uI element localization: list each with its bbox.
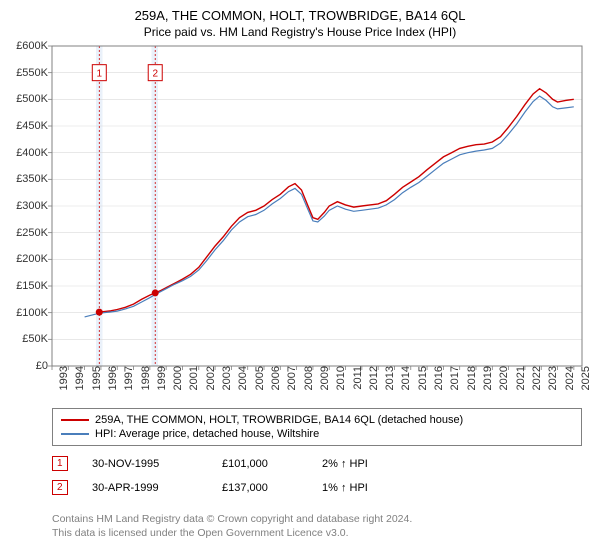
datapoint-pct: 2% ↑ HPI	[322, 458, 402, 470]
svg-text:2: 2	[152, 69, 158, 80]
footer-line-1: Contains HM Land Registry data © Crown c…	[52, 512, 412, 526]
x-tick-label: 1993	[56, 366, 70, 390]
datapoint-marker: 2	[52, 480, 68, 495]
x-tick-label: 2009	[317, 366, 331, 390]
y-tick-label: £400K	[16, 147, 52, 159]
datapoint-price: £101,000	[222, 458, 322, 470]
x-tick-label: 2007	[284, 366, 298, 390]
y-tick-label: £450K	[16, 120, 52, 132]
y-tick-label: £300K	[16, 200, 52, 212]
x-tick-label: 2004	[235, 366, 249, 390]
x-tick-label: 2000	[170, 366, 184, 390]
x-tick-label: 2014	[398, 366, 412, 390]
x-tick-label: 1994	[72, 366, 86, 390]
x-tick-label: 2021	[513, 366, 527, 390]
x-tick-label: 1997	[121, 366, 135, 390]
y-tick-label: £150K	[16, 280, 52, 292]
legend-row: HPI: Average price, detached house, Wilt…	[61, 427, 573, 441]
y-tick-label: £600K	[16, 40, 52, 52]
datapoint-marker: 1	[52, 456, 68, 471]
y-tick-label: £350K	[16, 173, 52, 185]
chart-plot-area: 12£0£50K£100K£150K£200K£250K£300K£350K£4…	[52, 46, 582, 366]
x-tick-label: 2019	[480, 366, 494, 390]
x-tick-label: 1996	[105, 366, 119, 390]
x-tick-label: 2025	[578, 366, 592, 390]
x-tick-label: 2013	[382, 366, 396, 390]
y-tick-label: £250K	[16, 227, 52, 239]
datapoint-date: 30-APR-1999	[92, 482, 222, 494]
x-tick-label: 2005	[252, 366, 266, 390]
x-tick-label: 2016	[431, 366, 445, 390]
datapoint-pct: 1% ↑ HPI	[322, 482, 402, 494]
y-tick-label: £500K	[16, 93, 52, 105]
x-tick-label: 2024	[562, 366, 576, 390]
x-tick-label: 2008	[301, 366, 315, 390]
x-tick-label: 2017	[447, 366, 461, 390]
footer-line-2: This data is licensed under the Open Gov…	[52, 526, 412, 540]
datapoint-row: 2 30-APR-1999£137,0001% ↑ HPI	[52, 480, 402, 495]
y-tick-label: £100K	[16, 307, 52, 319]
attribution-footer: Contains HM Land Registry data © Crown c…	[52, 512, 412, 540]
x-tick-label: 2003	[219, 366, 233, 390]
x-tick-label: 2020	[496, 366, 510, 390]
x-tick-label: 2010	[333, 366, 347, 390]
x-tick-label: 1995	[89, 366, 103, 390]
datapoint-price: £137,000	[222, 482, 322, 494]
legend-swatch	[61, 419, 89, 421]
chart-subtitle: Price paid vs. HM Land Registry's House …	[0, 23, 600, 39]
legend-row: 259A, THE COMMON, HOLT, TROWBRIDGE, BA14…	[61, 413, 573, 427]
x-tick-label: 2006	[268, 366, 282, 390]
y-tick-label: £0	[36, 360, 52, 372]
y-tick-label: £550K	[16, 67, 52, 79]
datapoint-date: 30-NOV-1995	[92, 458, 222, 470]
legend-label: 259A, THE COMMON, HOLT, TROWBRIDGE, BA14…	[95, 414, 463, 426]
y-tick-label: £50K	[22, 333, 52, 345]
x-tick-label: 2018	[464, 366, 478, 390]
datapoint-row: 1 30-NOV-1995£101,0002% ↑ HPI	[52, 456, 402, 471]
x-tick-label: 2023	[545, 366, 559, 390]
legend-swatch	[61, 433, 89, 435]
x-tick-label: 2001	[186, 366, 200, 390]
x-tick-label: 1999	[154, 366, 168, 390]
x-tick-label: 2002	[203, 366, 217, 390]
x-tick-label: 2015	[415, 366, 429, 390]
y-tick-label: £200K	[16, 253, 52, 265]
x-tick-label: 2011	[350, 366, 364, 390]
x-tick-label: 2012	[366, 366, 380, 390]
x-tick-label: 2022	[529, 366, 543, 390]
chart-title: 259A, THE COMMON, HOLT, TROWBRIDGE, BA14…	[0, 0, 600, 23]
x-tick-label: 1998	[138, 366, 152, 390]
legend-label: HPI: Average price, detached house, Wilt…	[95, 428, 319, 440]
svg-text:1: 1	[97, 69, 103, 80]
legend-box: 259A, THE COMMON, HOLT, TROWBRIDGE, BA14…	[52, 408, 582, 446]
